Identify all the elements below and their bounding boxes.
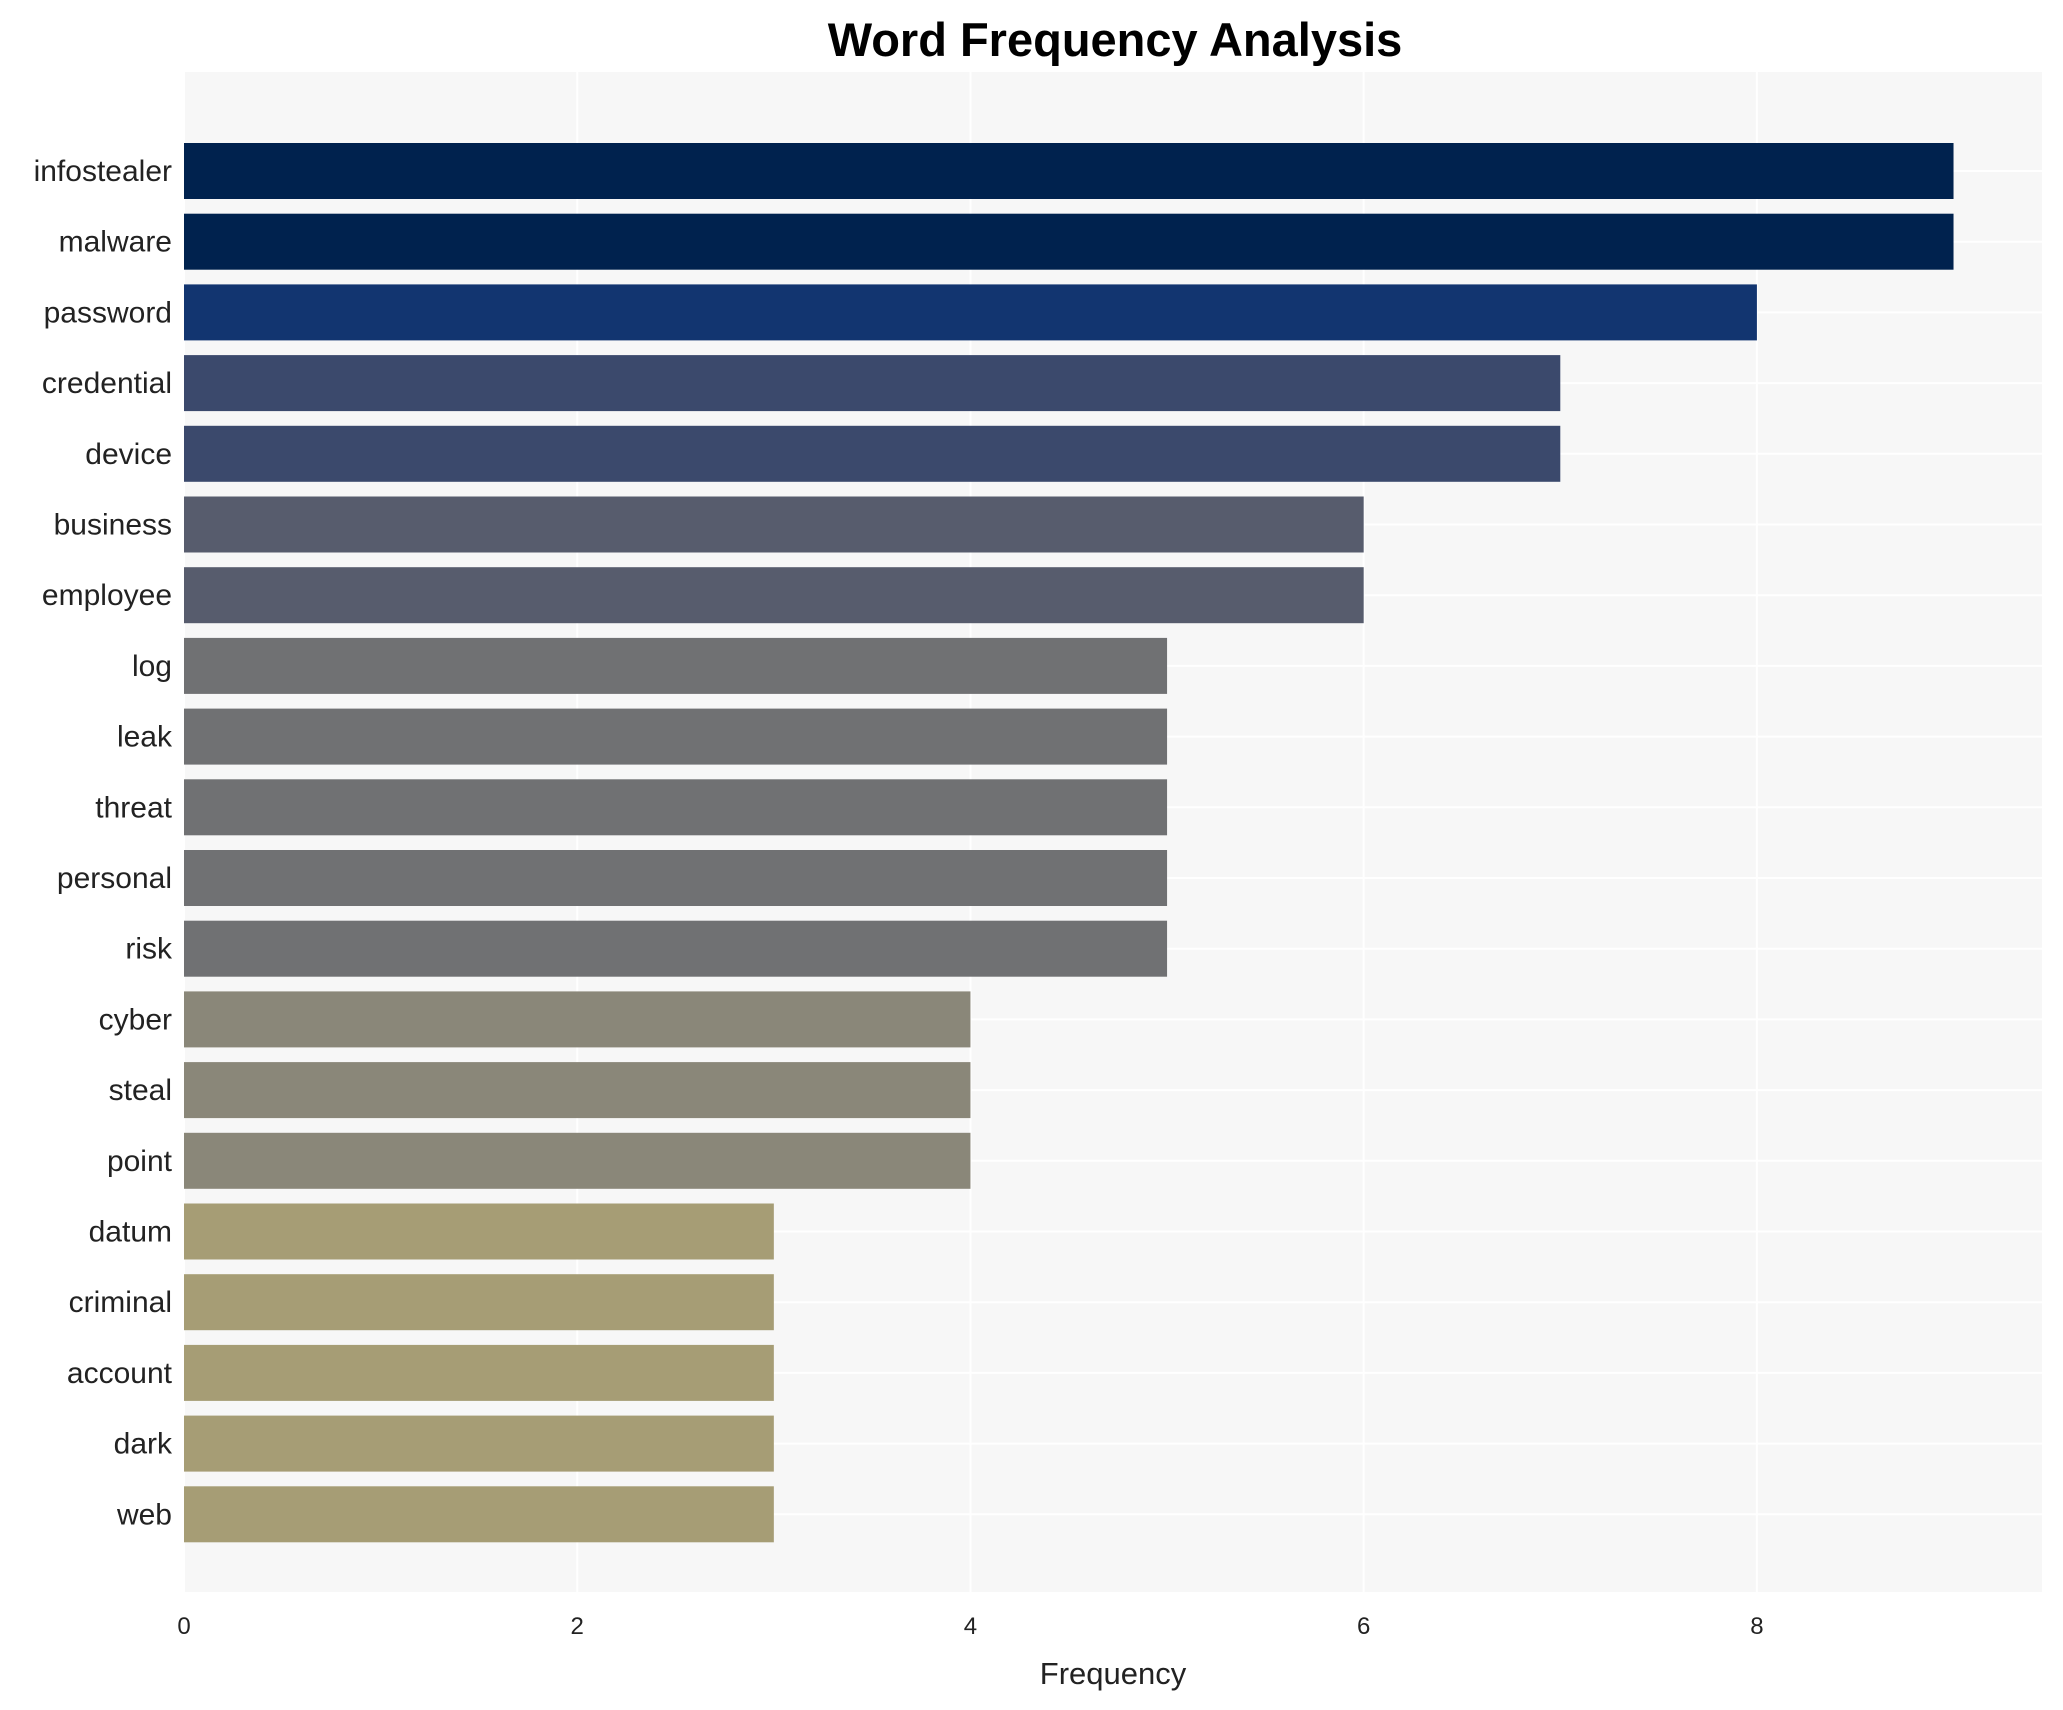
bar-steal <box>184 1062 971 1119</box>
y-tick-label: point <box>107 1145 173 1178</box>
y-tick-label: threat <box>95 791 172 824</box>
bar-web <box>184 1486 774 1543</box>
y-tick-label: cyber <box>99 1003 172 1036</box>
y-tick-label: datum <box>89 1216 172 1249</box>
bar-device <box>184 425 1561 482</box>
y-tick-label: dark <box>114 1428 173 1461</box>
bar-employee <box>184 567 1364 624</box>
y-tick-label: leak <box>117 721 173 754</box>
x-tick-label: 8 <box>1750 1613 1763 1640</box>
y-tick-label: account <box>67 1357 173 1390</box>
y-tick-label: infostealer <box>34 155 172 188</box>
x-tick-label: 0 <box>177 1613 190 1640</box>
bar-dark <box>184 1415 774 1472</box>
chart-title: Word Frequency Analysis <box>827 13 1403 66</box>
y-tick-label: personal <box>57 862 172 895</box>
x-axis-label: Frequency <box>1039 1656 1187 1691</box>
bar-business <box>184 496 1364 553</box>
bar-risk <box>184 920 1168 977</box>
bar-point <box>184 1132 971 1189</box>
bar-leak <box>184 708 1168 765</box>
y-tick-label: criminal <box>69 1286 172 1319</box>
bar-cyber <box>184 991 971 1048</box>
y-tick-label: credential <box>42 367 172 400</box>
bar-malware <box>184 213 1954 270</box>
y-tick-label: web <box>116 1498 172 1531</box>
bar-account <box>184 1344 774 1401</box>
bar-password <box>184 284 1757 341</box>
bar-personal <box>184 850 1168 906</box>
y-tick-label: employee <box>42 579 172 612</box>
y-tick-label: malware <box>59 226 172 259</box>
y-tick-label: steal <box>109 1074 172 1107</box>
y-tick-label: risk <box>125 933 173 966</box>
y-tick-label: device <box>85 438 172 471</box>
bar-credential <box>184 355 1561 412</box>
y-tick-label: password <box>44 296 172 329</box>
y-tick-label: business <box>54 509 172 542</box>
x-tick-label: 4 <box>964 1613 977 1640</box>
bar-datum <box>184 1203 774 1260</box>
bar-log <box>184 637 1168 694</box>
x-tick-label: 2 <box>571 1613 584 1640</box>
y-tick-label: log <box>132 650 172 683</box>
bar-threat <box>184 779 1168 836</box>
x-tick-label: 6 <box>1357 1613 1370 1640</box>
bar-criminal <box>184 1274 774 1331</box>
bar-infostealer <box>184 143 1954 199</box>
